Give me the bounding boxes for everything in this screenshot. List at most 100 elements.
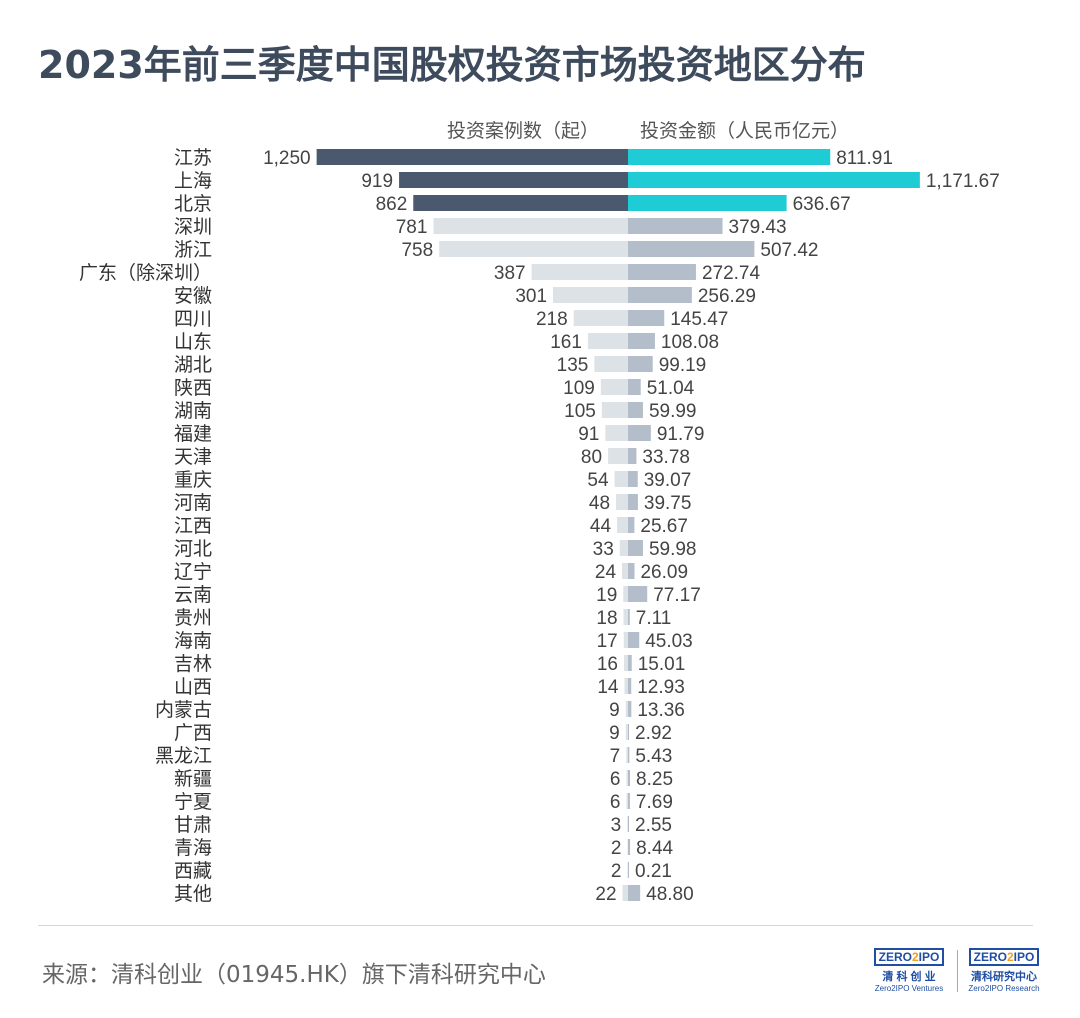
label-amount: 25.67 (640, 516, 688, 537)
label-cases: 24 (595, 562, 617, 583)
bar-cases (617, 517, 628, 533)
bar-cases (616, 494, 628, 510)
bar-cases (605, 425, 628, 441)
label-amount: 45.03 (645, 631, 693, 652)
label-cases: 17 (597, 631, 618, 652)
label-cases: 161 (550, 332, 582, 353)
label-amount: 59.99 (649, 401, 697, 422)
category-label: 辽宁 (174, 561, 212, 583)
category-label: 陕西 (174, 377, 212, 399)
label-cases: 2 (611, 861, 622, 882)
category-label: 甘肃 (174, 814, 212, 836)
category-label: 重庆 (174, 469, 212, 491)
bar-cases (623, 609, 628, 625)
category-label: 新疆 (174, 768, 212, 790)
bar-amount (628, 310, 665, 326)
bar-amount (628, 678, 632, 694)
bar-amount (628, 632, 640, 648)
bar-amount (628, 172, 920, 188)
divider (38, 925, 1033, 926)
bar-cases (619, 540, 628, 556)
label-cases: 758 (401, 240, 433, 261)
label-cases: 16 (597, 654, 618, 675)
bar-amount (628, 517, 635, 533)
category-label: 四川 (174, 308, 212, 330)
bar-amount (628, 379, 641, 395)
bar-amount (628, 425, 651, 441)
bar-amount (628, 862, 629, 878)
bar-amount (628, 816, 629, 832)
label-cases: 6 (610, 769, 621, 790)
label-amount: 12.93 (637, 677, 685, 698)
label-amount: 507.42 (760, 240, 818, 261)
label-amount: 99.19 (659, 355, 707, 376)
bar-amount (628, 793, 630, 809)
bar-cases (600, 379, 628, 395)
label-amount: 15.01 (638, 654, 686, 675)
label-amount: 51.04 (647, 378, 695, 399)
label-cases: 387 (494, 263, 526, 284)
category-label: 广东（除深圳） (79, 262, 212, 284)
label-cases: 80 (581, 447, 602, 468)
logo-separator (957, 950, 958, 992)
category-label: 山西 (174, 676, 212, 698)
bar-amount (628, 471, 638, 487)
bar-cases (614, 471, 628, 487)
category-label: 广西 (174, 722, 212, 744)
bar-amount (628, 494, 638, 510)
category-label: 浙江 (174, 239, 212, 261)
label-amount: 33.78 (642, 447, 690, 468)
label-cases: 33 (593, 539, 614, 560)
label-cases: 14 (597, 677, 619, 698)
bar-cases (623, 586, 628, 602)
label-cases: 301 (515, 286, 547, 307)
label-amount: 5.43 (635, 746, 672, 767)
category-label: 其他 (174, 883, 212, 905)
category-label: 内蒙古 (155, 699, 212, 721)
label-amount: 13.36 (637, 700, 685, 721)
bar-amount (628, 241, 755, 257)
label-amount: 77.17 (653, 585, 701, 606)
label-amount: 636.67 (793, 194, 851, 215)
chart-title: 2023年前三季度中国股权投资市场投资地区分布 (38, 43, 866, 87)
bar-amount (628, 839, 631, 855)
bar-amount (628, 264, 696, 280)
category-label: 上海 (174, 170, 212, 192)
bar-cases (601, 402, 628, 418)
source-note: 来源：清科创业（01945.HK）旗下清科研究中心 (42, 962, 546, 988)
category-label: 天津 (174, 446, 212, 468)
label-amount: 8.25 (636, 769, 673, 790)
label-amount: 59.98 (649, 539, 697, 560)
category-label: 西藏 (174, 860, 212, 882)
bar-amount (628, 724, 629, 740)
category-label: 宁夏 (174, 791, 212, 813)
category-label: 北京 (174, 193, 212, 215)
label-amount: 91.79 (657, 424, 705, 445)
category-label: 黑龙江 (155, 745, 212, 767)
bar-cases (624, 655, 628, 671)
bar-amount (628, 770, 631, 786)
bar-cases (573, 310, 628, 326)
label-cases: 9 (609, 700, 620, 721)
label-amount: 48.80 (646, 884, 694, 905)
bar-amount (628, 448, 637, 464)
category-label: 青海 (174, 837, 212, 859)
label-cases: 105 (564, 401, 596, 422)
bar-cases (399, 172, 628, 188)
label-amount: 1,171.67 (926, 171, 1000, 192)
bar-amount (628, 586, 648, 602)
bar-cases (626, 747, 628, 763)
bar-amount (628, 540, 643, 556)
label-cases: 48 (589, 493, 610, 514)
label-cases: 91 (578, 424, 599, 445)
label-amount: 7.11 (636, 608, 672, 629)
bar-amount (628, 885, 641, 901)
category-label: 海南 (174, 630, 212, 652)
bar-amount (628, 356, 653, 372)
bar-cases (531, 264, 628, 280)
category-label: 河北 (174, 538, 212, 560)
legend-right-series: 投资金额（人民币亿元） (640, 120, 850, 142)
label-cases: 135 (557, 355, 589, 376)
bar-cases (587, 333, 628, 349)
